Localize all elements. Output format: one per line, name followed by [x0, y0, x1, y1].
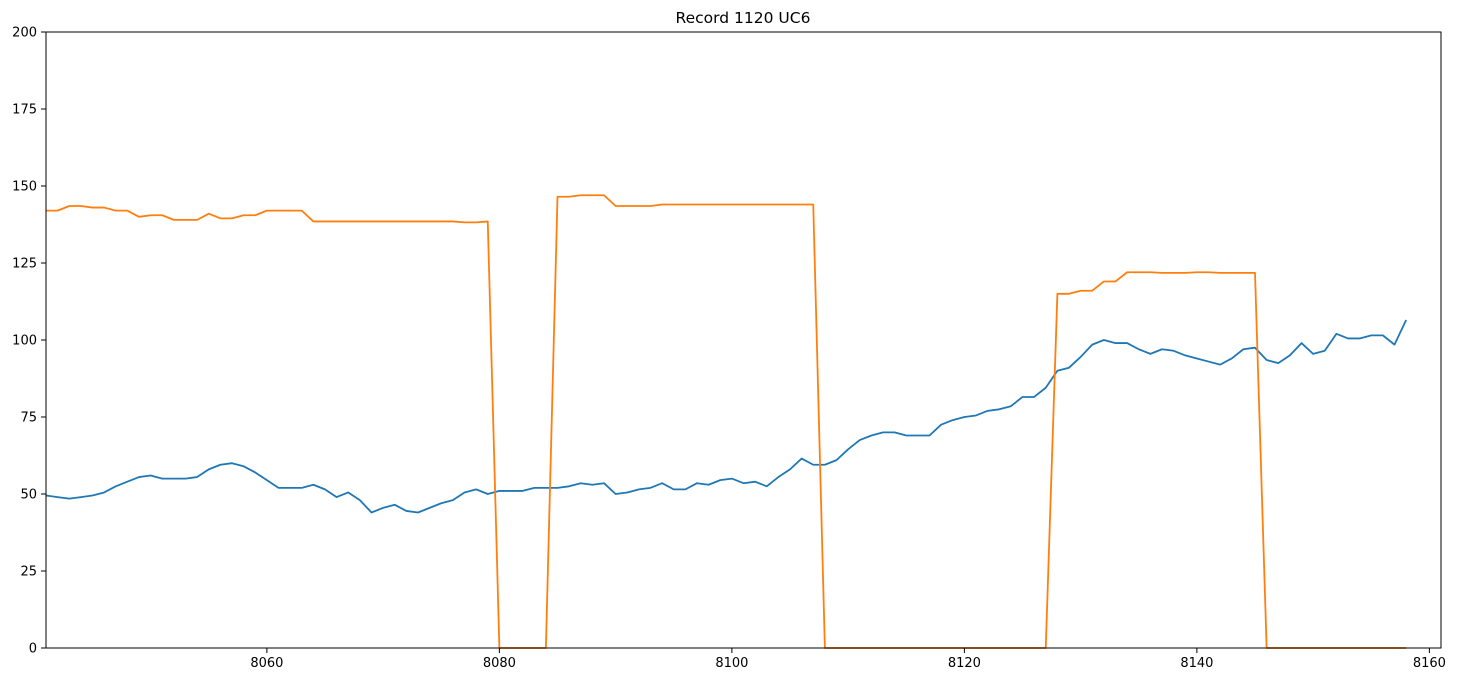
y-tick-label: 125: [12, 257, 37, 272]
y-tick-label: 75: [20, 411, 37, 426]
x-tick-label: 8160: [1413, 656, 1446, 671]
series-line-2: [46, 194, 1407, 649]
x-tick-label: 8080: [483, 656, 516, 671]
x-tick-label: 8060: [250, 656, 283, 671]
chart-title: Record 1120 UC6: [676, 9, 811, 27]
x-tick-label: 8100: [715, 656, 748, 671]
y-tick-label: 200: [12, 26, 37, 41]
y-tick-label: 175: [12, 103, 37, 118]
x-tick-label: 8120: [948, 656, 981, 671]
plot-frame: [45, 31, 1442, 649]
y-tick-label: 150: [12, 180, 37, 195]
x-axis: 8060 8080 8100 8120 8140 8160: [250, 648, 1446, 671]
x-tick-label: 8140: [1180, 656, 1213, 671]
series-line-1: [45, 319, 1407, 514]
y-axis: 0 25 50 75 100 125 150 175 200: [12, 26, 46, 657]
y-tick-label: 50: [20, 488, 37, 503]
y-tick-label: 100: [12, 334, 37, 349]
y-tick-label: 25: [20, 565, 37, 580]
y-tick-label: 0: [29, 642, 37, 657]
series-layer: [45, 194, 1407, 649]
